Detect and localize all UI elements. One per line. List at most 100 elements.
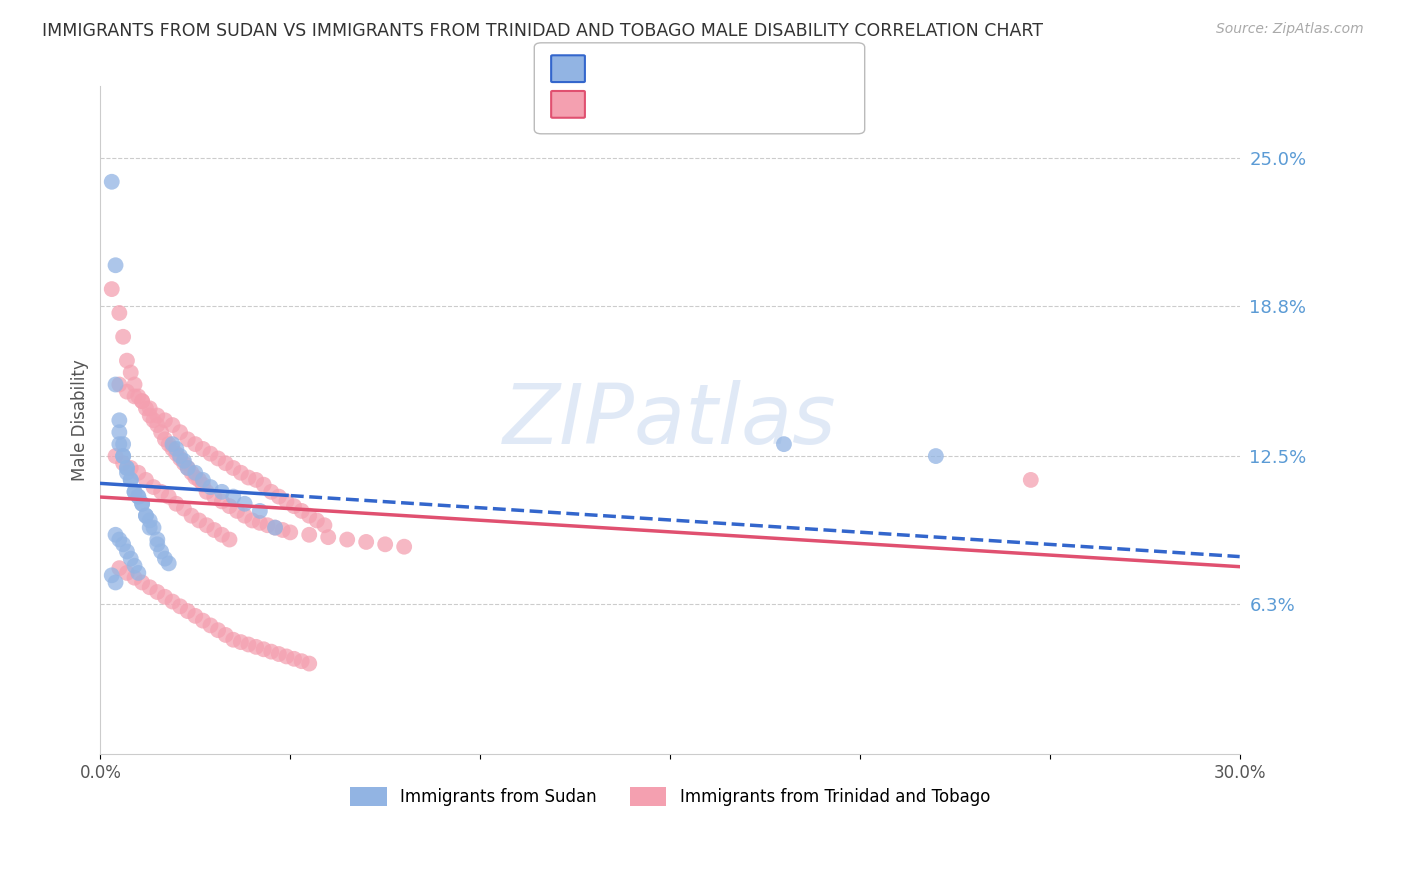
Point	[127, 490, 149, 504]
Point	[165, 442, 187, 456]
Point	[120, 366, 142, 380]
Point	[184, 466, 207, 480]
Point	[115, 384, 138, 399]
Point	[104, 528, 127, 542]
Point	[184, 437, 207, 451]
Point	[233, 497, 256, 511]
Point	[157, 437, 180, 451]
Point	[283, 652, 305, 666]
Point	[138, 580, 160, 594]
Point	[127, 389, 149, 403]
Point	[291, 504, 314, 518]
Point	[153, 590, 176, 604]
Point	[146, 537, 169, 551]
Point	[108, 306, 131, 320]
Point	[211, 494, 233, 508]
Point	[298, 528, 321, 542]
Point	[245, 640, 267, 654]
Point	[131, 575, 153, 590]
Point	[112, 537, 135, 551]
Legend: Immigrants from Sudan, Immigrants from Trinidad and Tobago: Immigrants from Sudan, Immigrants from T…	[343, 780, 997, 813]
Point	[229, 466, 252, 480]
Point	[180, 466, 202, 480]
Point	[267, 647, 290, 661]
Point	[173, 501, 195, 516]
Point	[112, 330, 135, 344]
Point	[200, 618, 222, 632]
Point	[115, 461, 138, 475]
Point	[100, 282, 122, 296]
Point	[278, 525, 301, 540]
Point	[127, 490, 149, 504]
Point	[184, 470, 207, 484]
Point	[127, 566, 149, 580]
Point	[276, 494, 298, 508]
Point	[773, 437, 796, 451]
Point	[256, 518, 278, 533]
Point	[115, 566, 138, 580]
Point	[191, 442, 214, 456]
Point	[115, 461, 138, 475]
Text: R = -0.075   N = 113: R = -0.075 N = 113	[595, 96, 799, 114]
Point	[157, 490, 180, 504]
Point	[115, 466, 138, 480]
Point	[131, 497, 153, 511]
Point	[305, 513, 328, 527]
Point	[264, 520, 287, 534]
Point	[108, 377, 131, 392]
Point	[184, 608, 207, 623]
Point	[215, 628, 238, 642]
Point	[127, 466, 149, 480]
Point	[112, 449, 135, 463]
Point	[218, 499, 240, 513]
Point	[245, 473, 267, 487]
Point	[222, 632, 245, 647]
Point	[153, 551, 176, 566]
Point	[336, 533, 359, 547]
Point	[138, 513, 160, 527]
Point	[120, 461, 142, 475]
Point	[1019, 473, 1042, 487]
Point	[176, 433, 198, 447]
Point	[131, 497, 153, 511]
Point	[176, 461, 198, 475]
Point	[108, 413, 131, 427]
Point	[104, 575, 127, 590]
Point	[229, 635, 252, 649]
Point	[169, 599, 191, 614]
Point	[115, 544, 138, 558]
Point	[165, 497, 187, 511]
Point	[124, 571, 146, 585]
Point	[100, 175, 122, 189]
Point	[207, 451, 229, 466]
Point	[233, 508, 256, 523]
Point	[202, 490, 225, 504]
Point	[108, 425, 131, 440]
Point	[200, 447, 222, 461]
Point	[108, 437, 131, 451]
Point	[120, 473, 142, 487]
Point	[100, 568, 122, 582]
Point	[124, 484, 146, 499]
Point	[215, 456, 238, 470]
Point	[191, 473, 214, 487]
Point	[157, 557, 180, 571]
Point	[191, 614, 214, 628]
Point	[314, 518, 336, 533]
Point	[112, 456, 135, 470]
Point	[135, 401, 157, 416]
Point	[153, 413, 176, 427]
Point	[249, 504, 271, 518]
Point	[146, 585, 169, 599]
Point	[240, 513, 263, 527]
Point	[173, 456, 195, 470]
Point	[162, 442, 184, 456]
Y-axis label: Male Disability: Male Disability	[72, 359, 89, 481]
Point	[207, 623, 229, 637]
Text: Source: ZipAtlas.com: Source: ZipAtlas.com	[1216, 22, 1364, 37]
Point	[146, 418, 169, 433]
Point	[260, 484, 283, 499]
Point	[131, 394, 153, 409]
Point	[188, 513, 211, 527]
Point	[283, 499, 305, 513]
